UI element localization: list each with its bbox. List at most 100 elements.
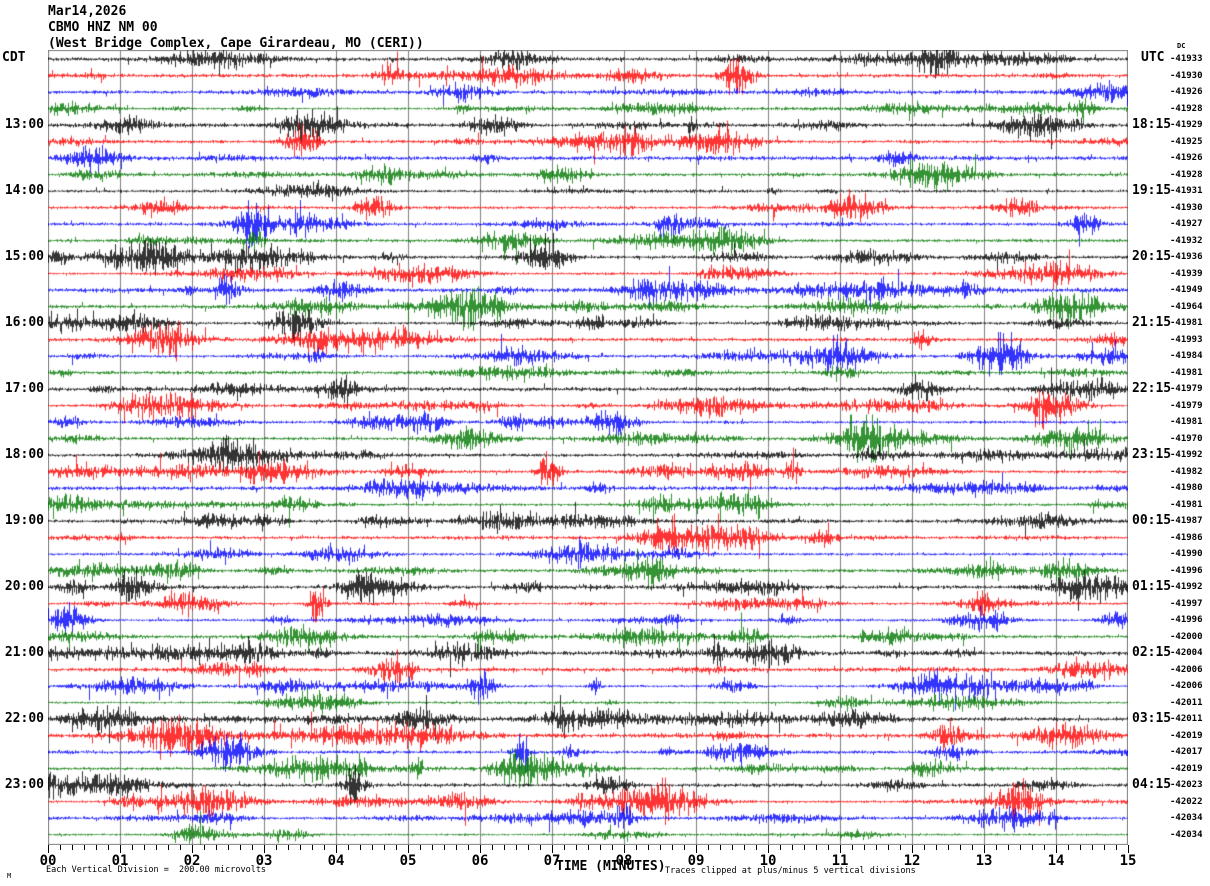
x-tick-label: 12 xyxy=(903,853,921,869)
x-minor-tick xyxy=(792,845,793,850)
x-minor-tick xyxy=(720,845,721,850)
dc-offset-value: -41939 xyxy=(1170,268,1203,279)
x-minor-tick xyxy=(672,845,673,850)
x-tick-label: 10 xyxy=(759,853,777,869)
x-minor-tick xyxy=(168,845,169,850)
clipping-note: Traces clipped at plus/minus 5 vertical … xyxy=(665,866,916,876)
x-minor-tick xyxy=(924,845,925,850)
x-major-tick xyxy=(264,845,265,853)
x-minor-tick xyxy=(636,845,637,850)
x-minor-tick xyxy=(108,845,109,850)
title-date: Mar14,2026 xyxy=(48,4,127,19)
x-tick-label: 15 xyxy=(1119,853,1137,869)
utc-hour-label: 19:15 xyxy=(1132,183,1172,198)
x-minor-tick xyxy=(444,845,445,850)
x-minor-tick xyxy=(1104,845,1105,850)
utc-hour-label: 04:15 xyxy=(1132,777,1172,792)
x-major-tick xyxy=(336,845,337,853)
x-minor-tick xyxy=(708,845,709,850)
x-major-tick xyxy=(480,845,481,853)
dc-offset-value: -42019 xyxy=(1170,763,1203,774)
x-tick-label: 03 xyxy=(255,853,273,869)
vertical-scale-note: Each Vertical Division = 200.00 microvol… xyxy=(46,865,267,875)
x-axis-ticks xyxy=(48,845,1129,855)
x-minor-tick xyxy=(600,845,601,850)
x-tick-label: 07 xyxy=(543,853,561,869)
x-minor-tick xyxy=(960,845,961,850)
dc-offset-value: -41982 xyxy=(1170,466,1203,477)
x-minor-tick xyxy=(528,845,529,850)
utc-hour-label: 23:15 xyxy=(1132,447,1172,462)
dc-offset-value: -41926 xyxy=(1170,87,1203,97)
x-minor-tick xyxy=(396,845,397,850)
dc-offset-value: -42034 xyxy=(1170,813,1203,823)
dc-offset-value: -41986 xyxy=(1170,532,1203,543)
utc-hour-label: 03:15 xyxy=(1132,711,1172,726)
x-minor-tick xyxy=(828,845,829,850)
x-minor-tick xyxy=(1092,845,1093,850)
x-minor-tick xyxy=(492,845,493,850)
x-major-tick xyxy=(120,845,121,853)
dc-offset-value: -42011 xyxy=(1170,714,1203,724)
x-minor-tick xyxy=(744,845,745,850)
x-minor-tick xyxy=(288,845,289,850)
cdt-hour-label: 19:00 xyxy=(4,513,44,528)
x-tick-label: 04 xyxy=(327,853,345,869)
cdt-hour-label: 21:00 xyxy=(4,645,44,660)
seismogram-canvas xyxy=(48,50,1128,845)
x-tick-label: 11 xyxy=(831,853,849,869)
x-tick-label: 02 xyxy=(183,853,201,869)
dc-offset-value: -41984 xyxy=(1170,351,1203,361)
x-minor-tick xyxy=(180,845,181,850)
dc-offset-value: -41981 xyxy=(1170,417,1203,427)
x-tick-label: 05 xyxy=(399,853,417,869)
x-minor-tick xyxy=(432,845,433,850)
x-minor-tick xyxy=(360,845,361,850)
title-station-location: (West Bridge Complex, Cape Girardeau, MO… xyxy=(48,36,424,51)
dc-offset-value: -41926 xyxy=(1170,153,1203,163)
x-tick-label: 00 xyxy=(39,853,57,869)
x-minor-tick xyxy=(648,845,649,850)
dc-offset-value: -41927 xyxy=(1170,219,1203,229)
x-minor-tick xyxy=(420,845,421,850)
x-minor-tick xyxy=(300,845,301,850)
utc-hour-label: 18:15 xyxy=(1132,117,1172,132)
dc-offset-value: -41933 xyxy=(1170,54,1203,64)
cdt-hour-label: 14:00 xyxy=(4,183,44,198)
x-minor-tick xyxy=(564,845,565,850)
dc-offset-value: -42006 xyxy=(1170,681,1203,691)
dc-offset-value: -41979 xyxy=(1170,384,1203,394)
dc-offset-value: -41981 xyxy=(1170,499,1203,510)
x-minor-tick xyxy=(996,845,997,850)
dc-offset-value: -41993 xyxy=(1170,334,1203,345)
x-minor-tick xyxy=(228,845,229,850)
x-minor-tick xyxy=(468,845,469,850)
dc-offset-value: -42011 xyxy=(1170,697,1203,708)
x-tick-label: 09 xyxy=(687,853,705,869)
dc-offset-value: -41992 xyxy=(1170,582,1203,592)
dc-offset-value: -41990 xyxy=(1170,549,1203,559)
x-minor-tick xyxy=(1068,845,1069,850)
x-minor-tick xyxy=(276,845,277,850)
x-minor-tick xyxy=(96,845,97,850)
x-minor-tick xyxy=(576,845,577,850)
cdt-hour-label: 22:00 xyxy=(4,711,44,726)
dc-offset-value: -41996 xyxy=(1170,615,1203,625)
dc-offset-value: -41980 xyxy=(1170,483,1203,493)
dc-offset-value: -41996 xyxy=(1170,565,1203,576)
x-minor-tick xyxy=(216,845,217,850)
corner-mark: M xyxy=(7,872,12,880)
x-minor-tick xyxy=(972,845,973,850)
dc-offset-value: -42022 xyxy=(1170,796,1203,807)
x-minor-tick xyxy=(1044,845,1045,850)
x-major-tick xyxy=(1056,845,1057,853)
dc-column-label: DC xyxy=(1177,42,1186,50)
x-minor-tick xyxy=(1008,845,1009,850)
dc-offset-value: -41981 xyxy=(1170,318,1203,328)
x-major-tick xyxy=(912,845,913,853)
x-minor-tick xyxy=(456,845,457,850)
title-station-code: CBMO HNZ NM 00 xyxy=(48,20,158,35)
dc-offset-value: -41925 xyxy=(1170,136,1203,147)
x-minor-tick xyxy=(732,845,733,850)
x-major-tick xyxy=(696,845,697,853)
